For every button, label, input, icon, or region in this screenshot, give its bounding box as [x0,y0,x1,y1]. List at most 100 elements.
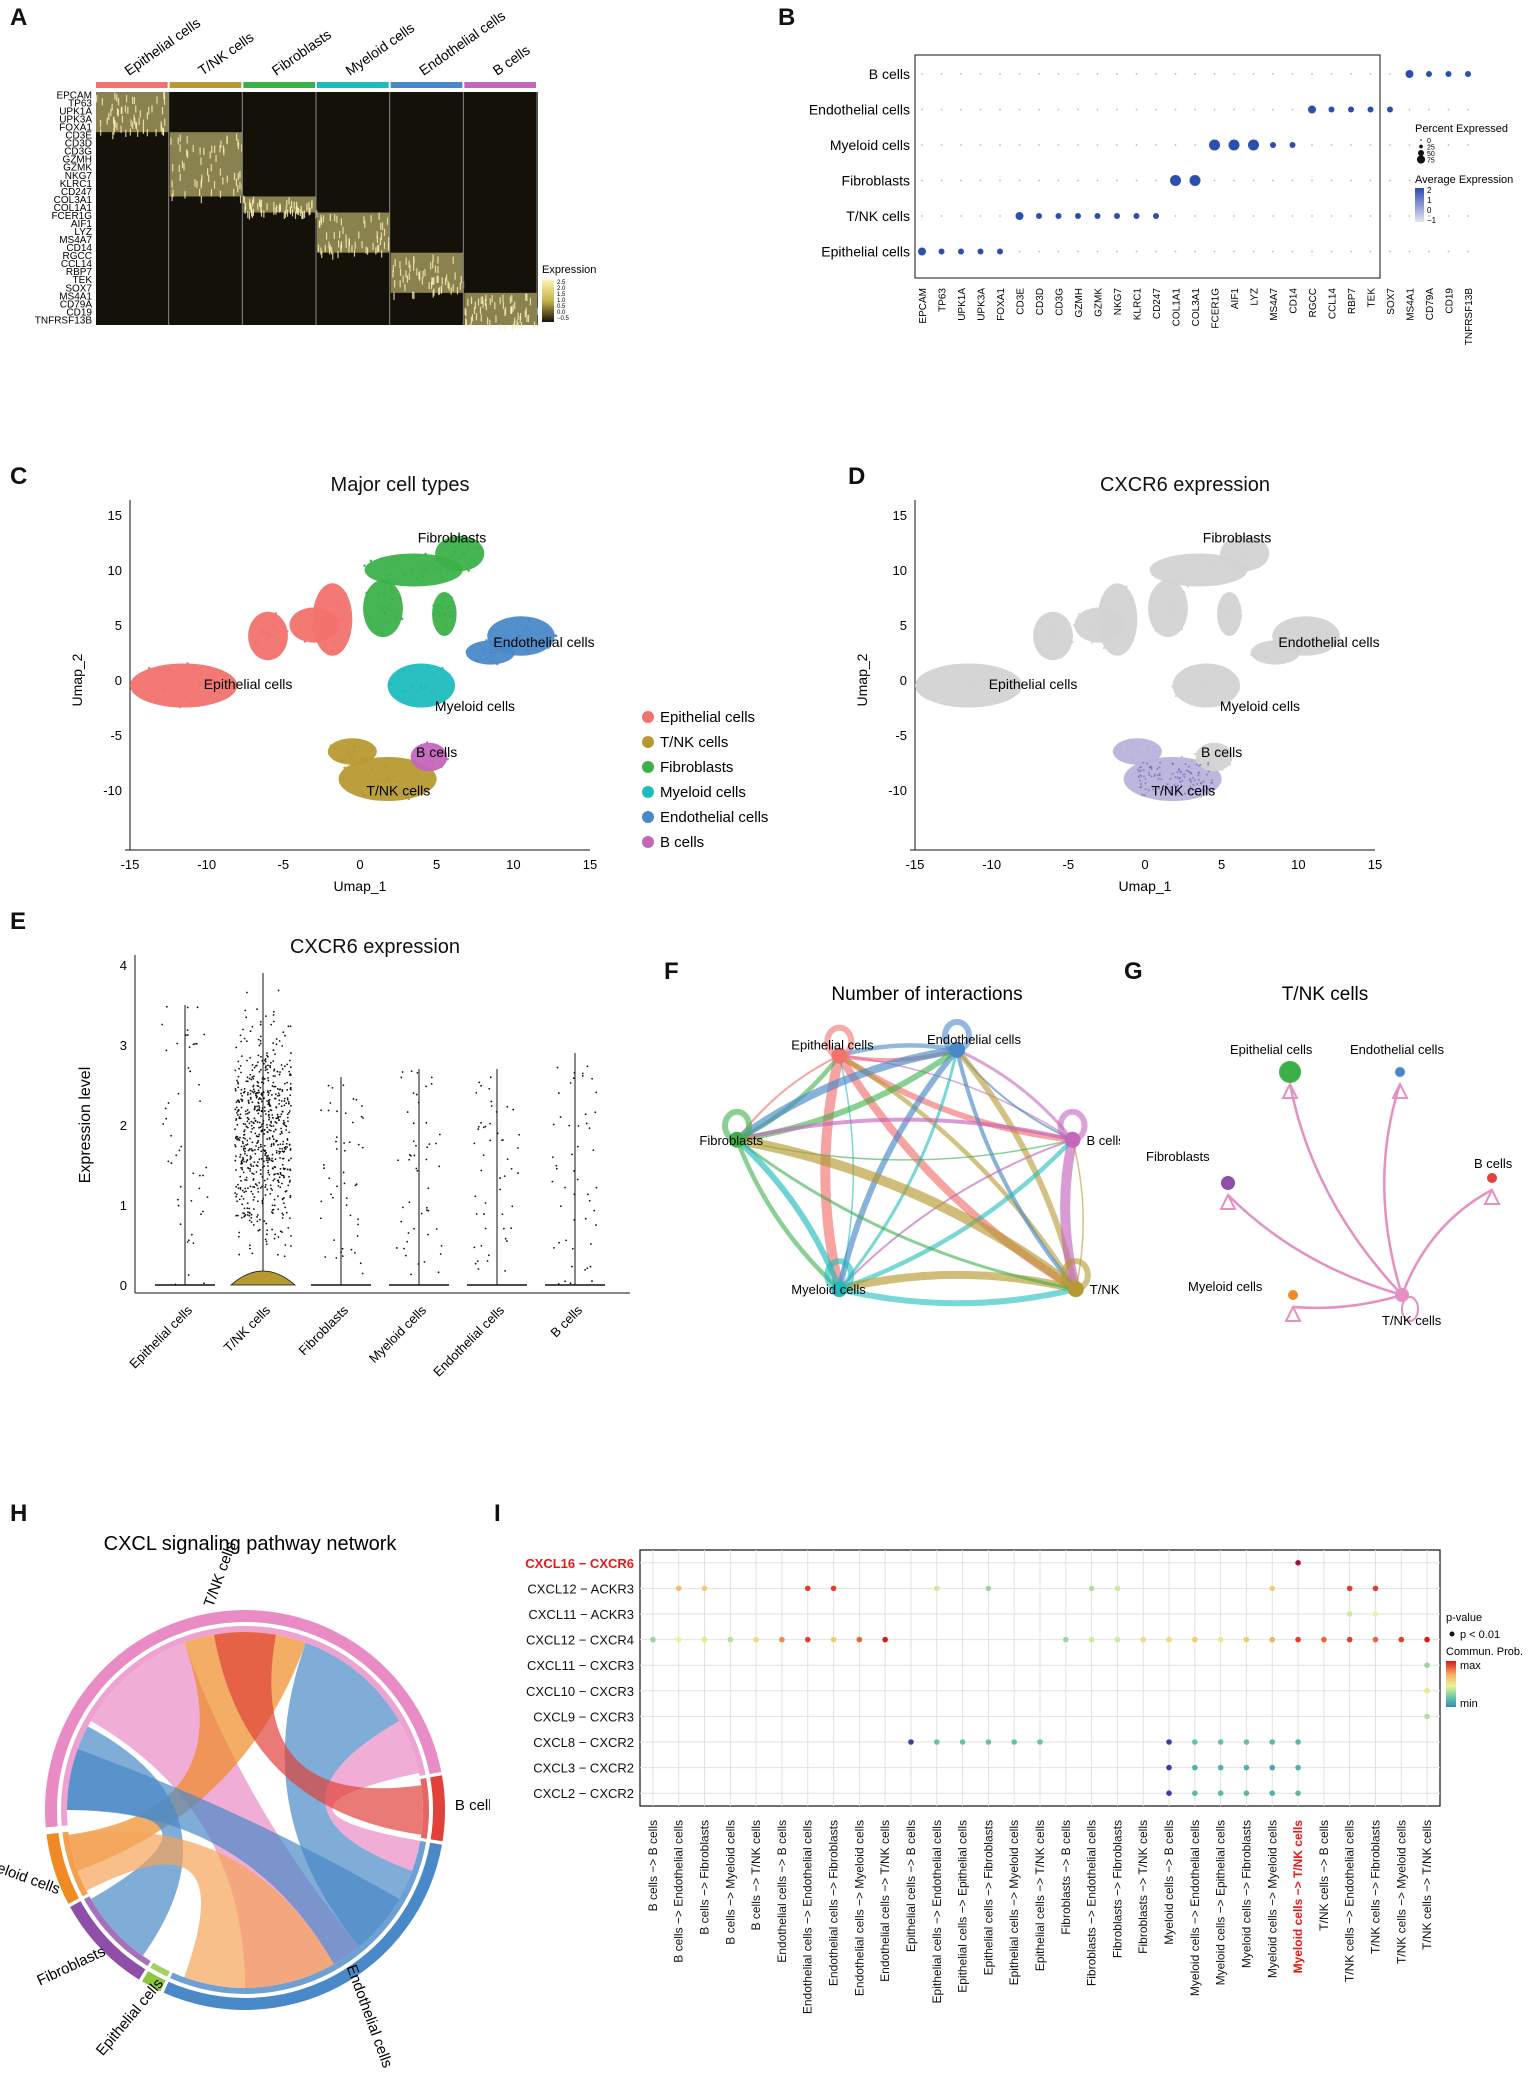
violin-point [246,1120,249,1123]
umap-point [1055,645,1058,648]
heatmap-cell [203,147,205,156]
umap-point [1225,615,1228,619]
heatmap-cell [460,276,462,284]
violin-point [239,1153,242,1156]
violin-point [289,1194,292,1197]
violin-point [342,1171,345,1174]
heatmap-cell [489,319,491,328]
umap-point [1101,618,1104,621]
legend-percent-dot [1416,155,1426,164]
violin-point [279,1133,282,1136]
umap-point [1269,648,1272,651]
umap-point [1278,649,1282,652]
violin-point [256,1220,259,1223]
heatmap-cell [286,200,288,208]
umap-point [393,775,396,778]
heatmap-cell [296,205,298,213]
violin-point [198,1083,200,1086]
tnk-edge [1288,1083,1403,1296]
umap-point [448,614,452,618]
umap-point [1181,775,1184,778]
umap-point [1196,704,1199,708]
heatmap-cell [199,147,201,155]
dotplot-dot [1389,215,1391,217]
violin-point [234,1089,237,1092]
umap-point [226,695,230,698]
violin-point [202,1210,204,1213]
bubble-col-label: Epithelial cells −> B cells [904,1820,918,1952]
umap-point [264,641,268,645]
dotplot-dot [999,108,1001,111]
heatmap-cell [124,105,127,113]
heatmap-cell [524,310,526,318]
violin-point [406,1240,409,1243]
interaction-edge [838,1286,1077,1307]
umap-point [1129,608,1133,611]
dotplot-row-label: B cells [869,66,910,82]
umap-point [1219,746,1223,750]
violin-point [283,1255,286,1258]
violin-point [252,1208,255,1210]
umap-point [461,552,465,555]
umap-point [1300,638,1303,641]
violin-point [281,1231,283,1234]
dotplot-dot [1428,108,1430,111]
umap-point [938,674,942,677]
dotplot-dot [921,179,923,182]
bubble-col-label: Fibroblasts −> Endothelial cells [1085,1820,1099,1986]
heatmap-cell [386,217,389,225]
bubble-dot [1192,1790,1198,1796]
violin-point [269,1124,271,1127]
violin-point [285,1142,288,1145]
dotplot-dot [977,248,984,255]
bubble-dot [804,1636,811,1643]
umap-expr-point [1139,769,1142,772]
dotplot-dot [940,179,943,182]
violin-point [281,1174,283,1177]
umap-expr-point [1139,779,1142,782]
heatmap-cell [456,287,459,295]
violin-point [499,1188,502,1191]
heatmap-cell [511,295,513,303]
violin-point [249,1092,252,1095]
umap-point [1174,780,1177,783]
umap-point [1136,750,1139,753]
violin-point [264,1149,267,1152]
heatmap-cell [116,122,118,130]
umap-point [389,683,393,687]
umap-point [1050,627,1053,630]
umap-point [305,633,308,637]
dotplot-col-label: FOXA1 [996,288,1007,321]
umap-point [1141,753,1145,757]
interaction-edge [838,1053,1078,1291]
umap-point [1228,685,1231,689]
violin-point [252,1088,255,1091]
violin-point [258,1228,261,1231]
umap-point [1240,552,1243,555]
umap-point [350,751,354,755]
dotplot-dot [979,108,982,111]
bubble-row-label: CXCL11 − CXCR3 [527,1658,634,1673]
violin-point [360,1115,363,1118]
bubble-row-label: CXCL16 − CXCR6 [525,1556,634,1571]
dotplot-dot [1094,213,1101,219]
violin-point [247,1101,250,1104]
violin-point [335,1148,338,1150]
violin-point [268,1098,271,1101]
umap-point [431,761,434,765]
umap-expr-point [1142,761,1145,764]
umap-point [414,676,417,680]
dotplot-dot [979,144,982,146]
bubble-col-label: Epithelial cells −> T/NK cells [1033,1820,1047,1971]
dotplot-dot [940,215,943,217]
violin-point [488,1254,490,1257]
bubble-dot [675,1636,682,1643]
violin-x-label: Endothelial cells [430,1302,507,1379]
umap-point [417,690,421,693]
heatmap-gene-label: UPK3A [59,115,92,126]
network-node [1395,1288,1409,1302]
violin-point [288,1059,291,1062]
umap-point [1059,649,1062,652]
heatmap-cell [113,127,115,135]
